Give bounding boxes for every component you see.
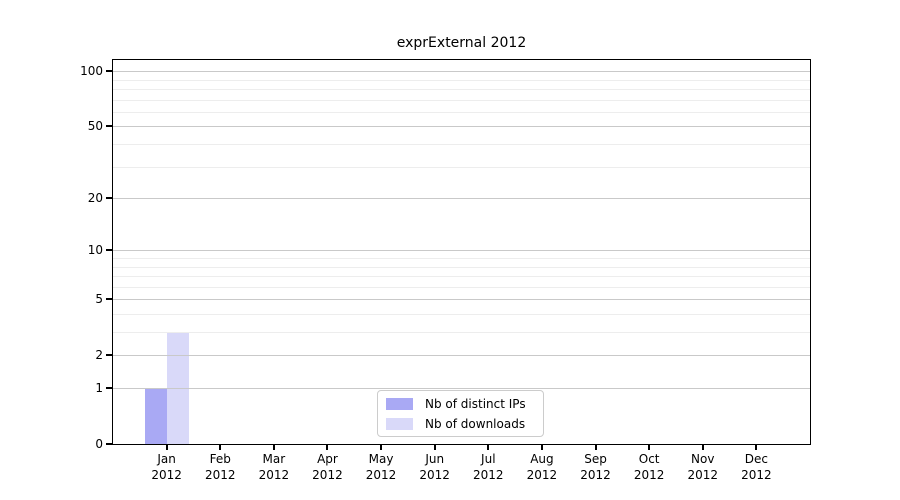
y-tick-label-50: 50 (87, 119, 103, 134)
x-tick-year: 2012 (526, 468, 558, 482)
y-tick-mark-50 (106, 125, 113, 128)
legend-label-distinct-ips: Nb of distinct IPs (425, 396, 526, 411)
x-tick-mark-jul (487, 445, 490, 450)
chart-title: exprExternal 2012 (396, 35, 527, 51)
y-tick-mark-5 (106, 298, 113, 301)
x-tick-label-sep: Sep 2012 (564, 451, 628, 483)
y-major-gridline-1 (113, 388, 810, 389)
x-tick-label-dec: Dec 2012 (724, 451, 788, 483)
y-tick-label-10: 10 (87, 243, 103, 258)
y-minor-gridline-60 (113, 111, 810, 113)
y-tick-label-5: 5 (95, 292, 103, 307)
x-tick-mark-mar (272, 445, 275, 450)
x-tick-month: Jun (425, 452, 445, 466)
y-tick-label-100: 100 (80, 64, 103, 79)
y-major-gridline-5 (113, 299, 810, 301)
y-minor-gridline-4 (113, 314, 810, 315)
x-tick-year: 2012 (633, 468, 665, 482)
x-tick-label-nov: Nov 2012 (671, 451, 735, 483)
y-major-gridline-50 (113, 126, 810, 128)
y-major-gridline-2 (113, 355, 810, 357)
legend-swatch-downloads (386, 417, 413, 430)
y-minor-gridline-9 (113, 258, 810, 259)
legend: Nb of distinct IPs Nb of downloads (377, 390, 544, 437)
y-tick-mark-1 (106, 387, 113, 389)
x-tick-year: 2012 (580, 468, 611, 482)
x-tick-year: 2012 (741, 468, 772, 482)
x-tick-mark-aug (540, 445, 543, 450)
x-tick-label-may: May 2012 (349, 451, 413, 483)
x-tick-label-aug: Aug 2012 (510, 451, 574, 483)
x-tick-mark-may (380, 445, 383, 450)
y-minor-gridline-90 (113, 79, 810, 81)
y-minor-gridline-70 (113, 99, 810, 101)
x-tick-month: Aug (530, 452, 554, 466)
y-minor-gridline-7 (113, 276, 810, 277)
x-tick-label-apr: Apr 2012 (295, 451, 359, 483)
y-minor-gridline-80 (113, 89, 810, 90)
x-tick-year: 2012 (365, 468, 397, 482)
y-tick-mark-20 (106, 197, 113, 200)
x-tick-year: 2012 (258, 468, 290, 482)
x-tick-label-oct: Oct 2012 (617, 451, 681, 483)
legend-item: Nb of downloads (386, 417, 535, 431)
x-tick-month: Feb (209, 452, 231, 466)
y-tick-label-2: 2 (95, 348, 103, 363)
x-tick-mark-jun (433, 445, 436, 450)
x-tick-mark-jan (165, 445, 168, 450)
x-tick-month: Dec (744, 452, 768, 466)
x-tick-month: Mar (262, 452, 286, 466)
x-tick-label-jul: Jul 2012 (456, 451, 520, 483)
x-tick-label-jan: Jan 2012 (135, 451, 199, 483)
legend-label-downloads: Nb of downloads (425, 416, 526, 431)
x-tick-year: 2012 (687, 468, 719, 482)
y-tick-label-1: 1 (95, 381, 103, 395)
legend-item: Nb of distinct IPs (386, 397, 535, 411)
x-tick-label-jun: Jun 2012 (403, 451, 467, 483)
x-tick-mark-dec (755, 445, 758, 450)
x-tick-year: 2012 (204, 468, 236, 482)
x-tick-month: May (368, 452, 394, 466)
y-minor-gridline-40 (113, 144, 810, 145)
y-major-gridline-20 (113, 198, 810, 200)
x-tick-mark-sep (594, 445, 597, 450)
x-tick-month: Oct (638, 452, 660, 466)
y-tick-mark-100 (106, 70, 113, 73)
y-minor-gridline-8 (113, 266, 810, 268)
y-tick-label-0: 0 (95, 437, 103, 451)
x-tick-year: 2012 (419, 468, 450, 482)
legend-swatch-distinct-ips (386, 397, 413, 410)
x-tick-mark-feb (219, 445, 222, 450)
y-tick-label-20: 20 (87, 191, 103, 206)
y-tick-mark-0 (106, 443, 113, 445)
x-tick-mark-apr (326, 445, 329, 450)
bar-jan-nb-of-distinct-ips (144, 388, 167, 444)
x-tick-label-mar: Mar 2012 (242, 451, 306, 483)
x-tick-month: Jul (481, 452, 496, 466)
y-tick-mark-10 (106, 249, 113, 252)
x-tick-mark-nov (701, 445, 704, 450)
x-tick-month: Nov (691, 452, 715, 466)
y-major-gridline-10 (113, 250, 810, 252)
x-tick-label-feb: Feb 2012 (188, 451, 252, 483)
bar-jan-nb-of-downloads (166, 332, 189, 444)
x-tick-month: Jan (157, 452, 176, 466)
y-minor-gridline-30 (113, 166, 810, 168)
y-minor-gridline-6 (113, 286, 810, 288)
y-minor-gridline-3 (113, 332, 810, 333)
y-tick-mark-2 (106, 354, 113, 357)
y-major-gridline-100 (113, 71, 810, 73)
x-tick-year: 2012 (312, 468, 343, 482)
x-tick-mark-oct (648, 445, 651, 450)
x-tick-month: Apr (317, 452, 338, 466)
x-tick-month: Sep (584, 452, 607, 466)
x-tick-year: 2012 (473, 468, 504, 482)
plot-area (112, 59, 811, 445)
x-tick-year: 2012 (151, 468, 182, 482)
